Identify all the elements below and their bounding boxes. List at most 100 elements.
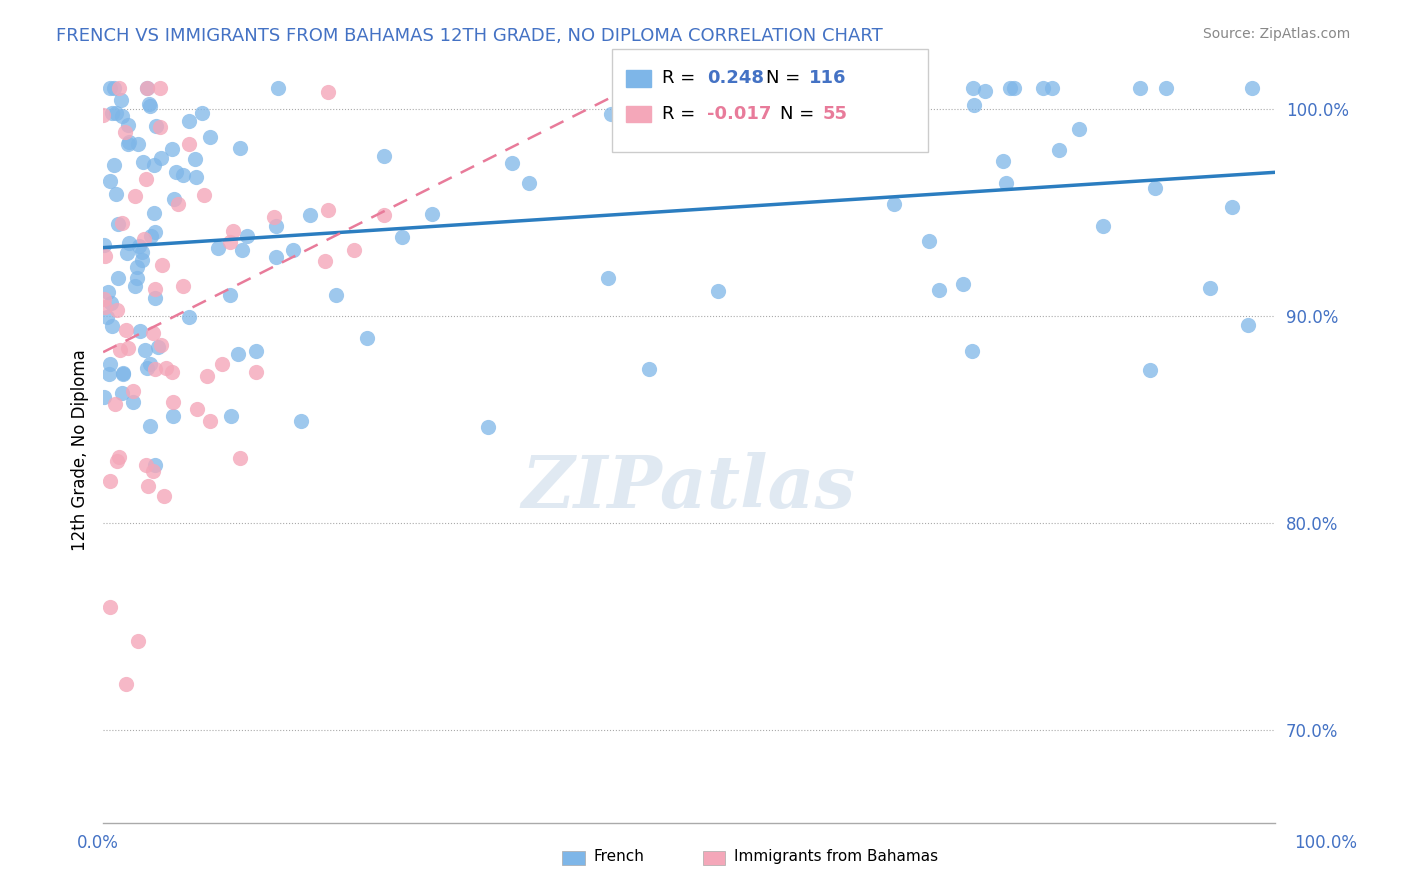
Point bbox=[117, 136, 139, 151]
Point bbox=[1237, 318, 1260, 332]
Point bbox=[115, 246, 138, 260]
Point bbox=[219, 287, 242, 301]
Text: N =: N = bbox=[766, 70, 806, 87]
Point bbox=[142, 326, 165, 340]
Point bbox=[162, 395, 184, 409]
Point bbox=[96, 310, 118, 324]
Point bbox=[150, 258, 173, 272]
Text: 100.0%: 100.0% bbox=[1294, 834, 1357, 852]
Point bbox=[101, 106, 124, 120]
Point bbox=[149, 338, 172, 352]
Point bbox=[198, 414, 221, 428]
Point bbox=[125, 260, 148, 274]
Point bbox=[103, 80, 125, 95]
Point bbox=[211, 357, 233, 371]
Point bbox=[114, 677, 136, 691]
Point bbox=[1047, 143, 1070, 157]
Point bbox=[706, 284, 728, 298]
Point bbox=[245, 344, 267, 359]
Point bbox=[97, 368, 120, 382]
Point bbox=[143, 362, 166, 376]
Point bbox=[973, 84, 995, 98]
Point bbox=[172, 168, 194, 182]
Point bbox=[136, 479, 159, 493]
Point bbox=[267, 80, 290, 95]
Point bbox=[118, 135, 141, 149]
Point bbox=[108, 343, 131, 358]
Text: N =: N = bbox=[780, 105, 820, 123]
Point bbox=[160, 142, 183, 156]
Point bbox=[143, 282, 166, 296]
Point bbox=[266, 219, 288, 233]
Point bbox=[952, 277, 974, 291]
Point bbox=[101, 318, 124, 333]
Point bbox=[111, 216, 134, 230]
Point bbox=[162, 365, 184, 379]
Point bbox=[97, 285, 120, 300]
Point bbox=[139, 357, 162, 371]
Point bbox=[420, 207, 443, 221]
Point bbox=[149, 120, 172, 134]
Text: 0.248: 0.248 bbox=[707, 70, 765, 87]
Point bbox=[108, 450, 131, 464]
Point bbox=[918, 234, 941, 248]
Point bbox=[139, 99, 162, 113]
Point bbox=[298, 208, 321, 222]
Point bbox=[131, 252, 153, 267]
Point bbox=[105, 186, 128, 201]
Point bbox=[100, 296, 122, 310]
Point bbox=[163, 192, 186, 206]
Point bbox=[1154, 80, 1177, 95]
Point bbox=[165, 165, 187, 179]
Point bbox=[93, 238, 115, 252]
Point bbox=[118, 236, 141, 251]
Point bbox=[236, 228, 259, 243]
Text: Immigrants from Bahamas: Immigrants from Bahamas bbox=[734, 849, 938, 863]
Point bbox=[166, 196, 188, 211]
Point bbox=[94, 300, 117, 314]
Point bbox=[153, 489, 176, 503]
Point bbox=[117, 118, 139, 132]
Point bbox=[98, 174, 121, 188]
Point bbox=[138, 97, 160, 112]
Point bbox=[991, 154, 1014, 169]
Point bbox=[107, 217, 129, 231]
Point bbox=[132, 232, 155, 246]
Point bbox=[145, 292, 167, 306]
Point bbox=[281, 244, 304, 258]
Text: ZIPatlas: ZIPatlas bbox=[522, 452, 856, 524]
Point bbox=[1002, 80, 1025, 95]
Point bbox=[135, 458, 157, 472]
Point bbox=[229, 141, 252, 155]
Point bbox=[391, 230, 413, 244]
Point bbox=[184, 152, 207, 166]
Point bbox=[477, 419, 499, 434]
Point bbox=[962, 80, 984, 95]
Point bbox=[128, 239, 150, 253]
Point bbox=[638, 362, 661, 376]
Point bbox=[143, 225, 166, 239]
Point bbox=[111, 109, 134, 123]
Point bbox=[1129, 80, 1152, 95]
Point bbox=[179, 137, 201, 152]
Point bbox=[1092, 219, 1115, 234]
Point bbox=[1040, 80, 1063, 95]
Point bbox=[316, 86, 339, 100]
Point bbox=[155, 361, 177, 376]
Point bbox=[149, 151, 172, 165]
Point bbox=[111, 366, 134, 380]
Point bbox=[928, 283, 950, 297]
Point bbox=[1139, 363, 1161, 377]
Point bbox=[110, 93, 132, 107]
Point bbox=[1000, 80, 1022, 95]
Text: R =: R = bbox=[662, 105, 702, 123]
Point bbox=[104, 397, 127, 411]
Point bbox=[134, 343, 156, 358]
Point bbox=[98, 600, 121, 615]
Point bbox=[103, 158, 125, 172]
Point bbox=[356, 331, 378, 345]
Point bbox=[112, 367, 135, 381]
Point bbox=[127, 271, 149, 285]
Point bbox=[264, 250, 287, 264]
Point bbox=[135, 360, 157, 375]
